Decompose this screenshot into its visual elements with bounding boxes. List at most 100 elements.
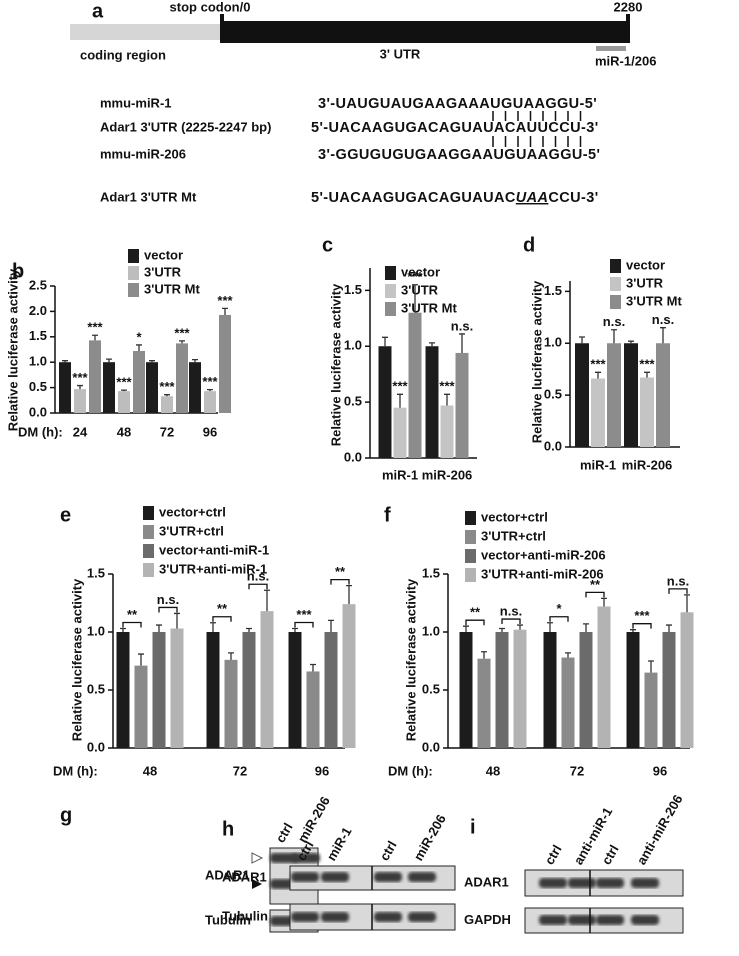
legend-label: 3'UTR+ctrl — [481, 528, 546, 543]
error-bar — [192, 359, 198, 363]
significance-label: n.s. — [451, 318, 473, 333]
x-tick-label: 48 — [486, 763, 500, 778]
row-label: Tubulin — [222, 908, 268, 923]
y-tick-label: 0.0 — [422, 739, 440, 754]
site-label: miR-1/206 — [595, 53, 656, 68]
x-tick-label: 72 — [570, 763, 584, 778]
sequence: 3'-UAUGUAUGAAGAAAUGUAAGGU-5' — [318, 96, 597, 112]
bar — [133, 351, 145, 413]
legend-swatch — [143, 563, 154, 577]
error-bar — [684, 594, 690, 613]
lane-label: ctrl — [542, 842, 565, 867]
panel-label: d — [523, 234, 535, 256]
error-bar — [222, 307, 228, 315]
significance-label: *** — [639, 357, 655, 372]
significance-label: n.s. — [603, 314, 625, 329]
sequence-name: Adar1 3'UTR (2225-2247 bp) — [100, 119, 271, 134]
error-bar — [382, 336, 388, 347]
bracket — [248, 583, 268, 590]
x-axis-label: DM (h): — [18, 424, 63, 439]
bar — [495, 632, 509, 748]
error-bar — [138, 653, 144, 666]
significance-label: *** — [439, 379, 455, 394]
legend-label: 3'UTR — [144, 264, 182, 279]
bar — [189, 362, 201, 413]
bar — [89, 340, 101, 413]
bracket — [212, 616, 232, 622]
error-bar — [228, 652, 234, 660]
pairing-lines — [492, 111, 582, 147]
significance-label: n.s. — [652, 312, 674, 327]
legend-swatch — [143, 544, 154, 558]
bar — [204, 391, 216, 413]
error-bar — [481, 651, 487, 659]
significance-label: *** — [202, 374, 218, 389]
band — [568, 915, 596, 925]
band — [568, 878, 596, 888]
sequence-part: CCU-3' — [548, 190, 598, 206]
error-bar — [463, 625, 469, 632]
bar — [116, 632, 130, 748]
panel-label: b — [12, 260, 24, 282]
row-label: ADAR1 — [464, 874, 509, 889]
band — [631, 878, 659, 888]
utr-bar — [220, 21, 630, 43]
bracket — [549, 616, 569, 622]
band — [321, 912, 349, 922]
bar — [680, 612, 694, 748]
y-tick-label: 2.5 — [29, 277, 47, 292]
bar — [477, 658, 491, 748]
significance-label: *** — [590, 357, 606, 372]
significance-label: *** — [407, 269, 423, 284]
significance-label: n.s. — [157, 592, 179, 607]
band — [596, 915, 624, 925]
significance-label: ** — [127, 607, 138, 622]
error-bar — [77, 384, 83, 390]
significance-label: * — [556, 601, 562, 616]
legend-swatch — [143, 506, 154, 520]
legend-swatch — [610, 295, 621, 309]
legend-label: vector — [401, 264, 440, 279]
end-tick — [626, 14, 630, 22]
error-bar — [601, 597, 607, 607]
error-bar — [164, 394, 170, 397]
y-axis-label: Relative luciferase activity — [529, 280, 544, 443]
sequence-part: 5'-UACAAGUGACAGUAUAC — [311, 190, 516, 206]
legend-label: 3'UTR Mt — [626, 293, 682, 308]
legend-swatch — [128, 266, 139, 280]
error-bar — [120, 627, 126, 632]
x-tick-label: miR-206 — [622, 457, 673, 472]
legend-label: 3'UTR+anti-miR-1 — [159, 561, 267, 576]
bar — [206, 632, 220, 748]
y-tick-label: 1.0 — [544, 335, 562, 350]
error-bar — [174, 612, 180, 629]
bar — [146, 362, 158, 413]
lane-label: ctrl — [377, 838, 400, 863]
bar — [176, 343, 188, 413]
arrowhead-open — [251, 852, 264, 864]
bar — [644, 672, 658, 748]
utr-label: 3' UTR — [380, 46, 421, 61]
bar — [224, 659, 238, 748]
bar — [260, 611, 274, 748]
bar — [425, 346, 439, 458]
panel-label: h — [222, 818, 234, 840]
x-tick-label: miR-1 — [382, 467, 418, 482]
lane-label: ctrl — [599, 842, 622, 867]
band — [631, 915, 659, 925]
error-bar — [397, 393, 403, 408]
legend-swatch — [610, 259, 621, 273]
bar — [624, 343, 638, 447]
panel-label: a — [92, 0, 104, 22]
significance-label: ** — [470, 605, 481, 620]
bar — [597, 606, 611, 748]
error-bar — [517, 624, 523, 630]
legend-swatch — [610, 277, 621, 291]
significance-label: *** — [87, 320, 103, 335]
significance-label: * — [136, 329, 142, 344]
bracket — [668, 588, 688, 594]
bracket — [158, 606, 178, 613]
legend-swatch — [465, 530, 476, 544]
arrowhead-filled — [252, 879, 262, 889]
